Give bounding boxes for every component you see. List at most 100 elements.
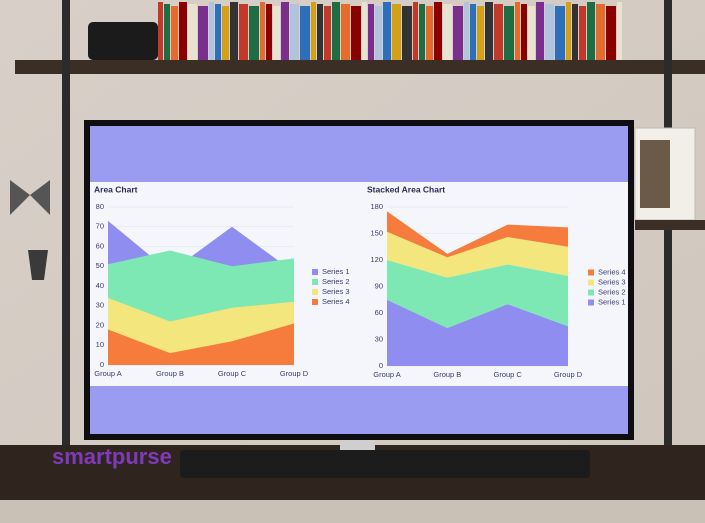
area: [387, 231, 568, 278]
y-tick-label: 180: [370, 202, 383, 211]
y-tick-label: 10: [96, 340, 104, 349]
book: [464, 2, 469, 60]
legend-swatch: [588, 269, 594, 276]
y-tick-label: 70: [96, 222, 104, 231]
book: [434, 2, 442, 60]
book: [536, 2, 544, 60]
shelf: [635, 220, 705, 230]
watermark: smartpurse: [52, 444, 172, 469]
legend-label: Series 1: [598, 297, 626, 306]
book: [596, 4, 605, 60]
book: [281, 2, 289, 60]
legend-label: Series 4: [598, 267, 626, 276]
legend-swatch: [588, 279, 594, 286]
book: [545, 4, 554, 60]
book: [209, 2, 214, 60]
book: [362, 2, 367, 60]
book: [606, 6, 616, 60]
book: [158, 2, 163, 60]
book: [341, 4, 350, 60]
book: [215, 4, 221, 60]
legend-label: Series 3: [322, 287, 350, 296]
book: [504, 6, 514, 60]
book: [402, 6, 412, 60]
book: [164, 4, 170, 60]
book: [494, 4, 503, 60]
area: [108, 323, 294, 365]
book: [300, 6, 310, 60]
book: [587, 2, 595, 60]
book: [383, 2, 391, 60]
x-tick-label: Group B: [433, 370, 461, 379]
book: [392, 4, 401, 60]
y-tick-label: 20: [96, 320, 104, 329]
book: [477, 6, 484, 60]
y-tick-label: 150: [370, 228, 383, 237]
book: [579, 6, 586, 60]
x-tick-label: Group B: [156, 369, 184, 378]
chart: Stacked Area Chart 0 30 60 90 120 150 180 Group …: [367, 184, 626, 379]
book: [453, 6, 463, 60]
area: [387, 211, 568, 258]
x-tick-label: Group C: [493, 370, 522, 379]
book: [443, 4, 452, 60]
book: [273, 6, 280, 60]
chart: Area Chart 0 10 20 30 40 50 60 70 80 Group A Group …: [94, 184, 350, 378]
area: [387, 299, 568, 366]
book: [515, 2, 520, 60]
photo: [640, 140, 670, 208]
y-tick-label: 80: [96, 202, 104, 211]
y-tick-label: 0: [379, 361, 383, 370]
x-tick-label: Group D: [280, 369, 309, 378]
legend-label: Series 2: [598, 287, 626, 296]
x-tick-label: Group A: [94, 369, 122, 378]
book: [413, 2, 418, 60]
books: [88, 2, 622, 60]
book: [470, 4, 476, 60]
book: [419, 4, 425, 60]
camera: [88, 22, 158, 60]
y-tick-label: 50: [96, 261, 104, 270]
legend-label: Series 1: [322, 267, 350, 276]
soundbar: [180, 450, 590, 478]
book: [260, 2, 265, 60]
book: [566, 2, 571, 60]
book: [351, 6, 361, 60]
book: [485, 2, 493, 60]
legend-swatch: [588, 299, 594, 306]
y-tick-label: 40: [96, 281, 104, 290]
book: [324, 6, 331, 60]
book: [317, 4, 323, 60]
x-tick-label: Group A: [373, 370, 401, 379]
butterfly: [10, 180, 50, 215]
book: [555, 6, 565, 60]
book: [179, 2, 187, 60]
y-tick-label: 30: [375, 334, 383, 343]
legend-swatch: [312, 289, 318, 295]
legend-swatch: [312, 269, 318, 275]
area: [387, 260, 568, 329]
book: [572, 4, 578, 60]
book: [249, 6, 259, 60]
y-tick-label: 90: [375, 281, 383, 290]
chart-title: Area Chart: [94, 184, 138, 194]
legend-swatch: [312, 279, 318, 285]
book: [521, 4, 527, 60]
bell: [28, 250, 48, 280]
book: [528, 6, 535, 60]
book: [230, 2, 238, 60]
floor: [0, 500, 705, 523]
book: [290, 4, 299, 60]
y-tick-label: 120: [370, 255, 383, 264]
book: [188, 4, 197, 60]
legend-label: Series 4: [322, 297, 350, 306]
x-tick-label: Group D: [554, 370, 583, 379]
book: [222, 6, 229, 60]
book: [198, 6, 208, 60]
book: [426, 6, 433, 60]
book: [171, 6, 178, 60]
pole: [664, 0, 672, 523]
legend-label: Series 2: [322, 277, 350, 286]
